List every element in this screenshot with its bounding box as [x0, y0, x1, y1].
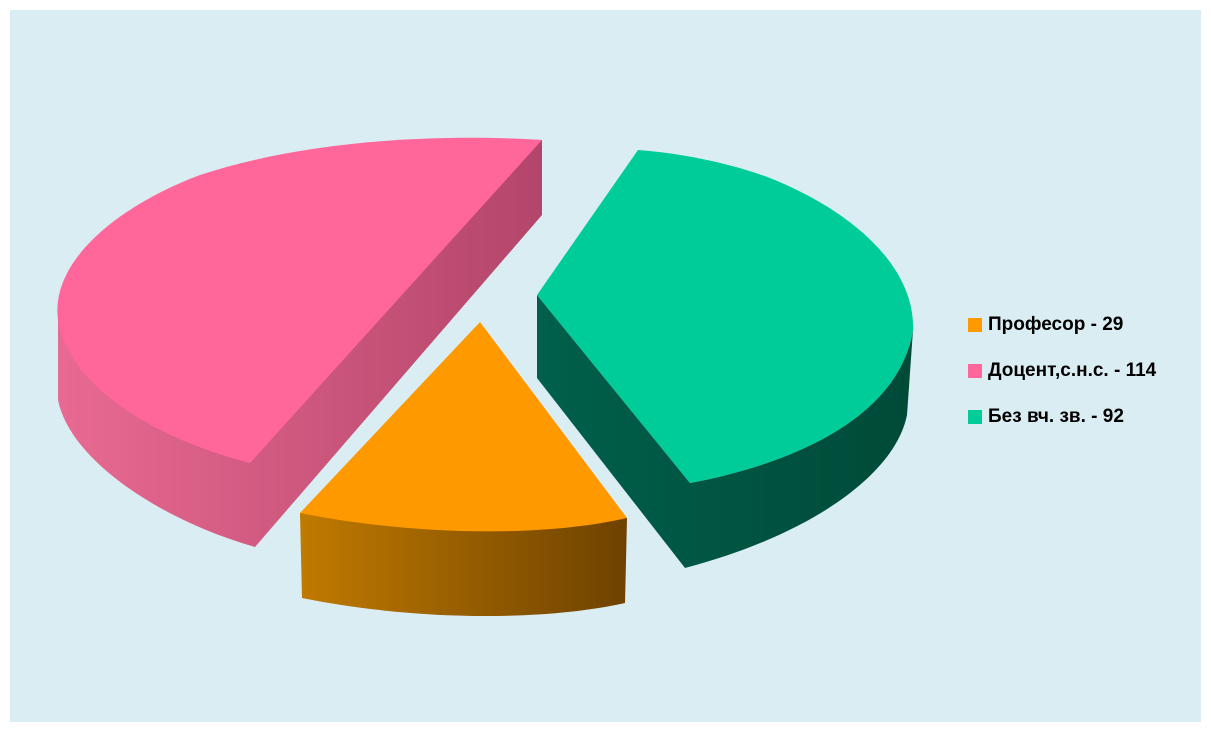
pie-slice-docent-top: [57, 137, 542, 463]
legend-swatch-profesor: [968, 318, 982, 332]
pie-slice-bez-side: [537, 295, 913, 568]
legend-label-docent: Доцент,с.н.с. - 114: [988, 360, 1157, 381]
pie-chart: [57, 137, 914, 616]
legend-swatch-docent: [968, 364, 982, 378]
legend-item-bez: Без вч. зв. - 92: [968, 406, 1208, 427]
pie-slice-profesor-side: [300, 513, 627, 616]
pie-slice-profesor: [300, 322, 627, 616]
legend-label-profesor: Професор - 29: [988, 314, 1124, 335]
legend-item-docent: Доцент,с.н.с. - 114: [968, 360, 1208, 381]
pie-slice-profesor-top: [300, 322, 627, 532]
legend-swatch-bez: [968, 410, 982, 424]
legend-item-profesor: Професор - 29: [968, 314, 1208, 335]
legend: Професор - 29 Доцент,с.н.с. - 114 Без вч…: [968, 314, 1208, 453]
pie-slice-bez-top: [537, 150, 914, 483]
pie-slice-bez: [537, 150, 914, 568]
pie-slice-docent: [57, 137, 542, 547]
legend-label-bez: Без вч. зв. - 92: [988, 406, 1124, 427]
chart-area: Професор - 29 Доцент,с.н.с. - 114 Без вч…: [10, 10, 1201, 722]
